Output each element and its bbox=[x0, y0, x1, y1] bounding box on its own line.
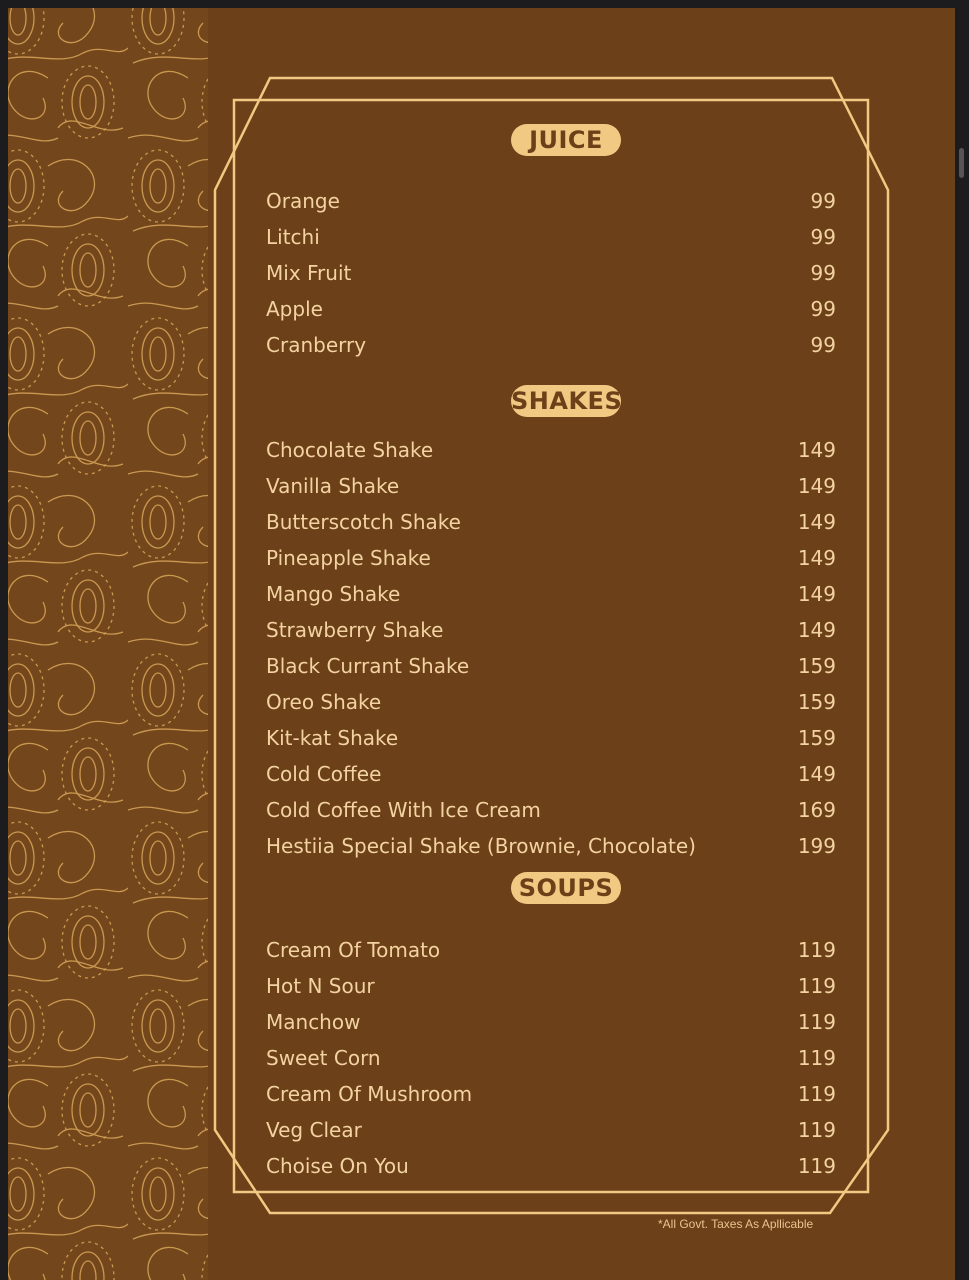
item-price: 149 bbox=[797, 510, 836, 534]
menu-item: Cream Of Tomato 119 bbox=[266, 935, 836, 965]
item-price: 119 bbox=[797, 1154, 836, 1178]
item-price: 169 bbox=[797, 798, 836, 822]
item-price: 149 bbox=[797, 474, 836, 498]
item-price: 99 bbox=[810, 225, 836, 249]
item-name: Hestiia Special Shake (Brownie, Chocolat… bbox=[266, 834, 696, 858]
menu-item: Mango Shake 149 bbox=[266, 579, 836, 609]
tax-note: *All Govt. Taxes As Apllicable bbox=[658, 1217, 814, 1231]
scrollbar-thumb[interactable] bbox=[959, 148, 964, 178]
menu-item: Butterscotch Shake 149 bbox=[266, 507, 836, 537]
menu-item: Cream Of Mushroom 119 bbox=[266, 1079, 836, 1109]
item-name: Oreo Shake bbox=[266, 690, 382, 714]
menu-item: Strawberry Shake 149 bbox=[266, 615, 836, 645]
item-name: Orange bbox=[266, 189, 340, 213]
section-heading-soups: SOUPS bbox=[511, 872, 621, 904]
menu-item: Apple 99 bbox=[266, 294, 836, 324]
item-price: 99 bbox=[810, 333, 836, 357]
item-name: Black Currant Shake bbox=[266, 654, 470, 678]
menu-item: Cold Coffee 149 bbox=[266, 759, 836, 789]
item-name: Mango Shake bbox=[266, 582, 401, 606]
item-price: 149 bbox=[797, 762, 836, 786]
item-price: 119 bbox=[797, 1118, 836, 1142]
item-price: 119 bbox=[797, 1046, 836, 1070]
item-name: Cream Of Mushroom bbox=[266, 1082, 473, 1106]
menu-item: Chocolate Shake 149 bbox=[266, 435, 836, 465]
item-name: Mix Fruit bbox=[266, 261, 352, 285]
item-price: 119 bbox=[797, 974, 836, 998]
menu-page: JUICE SHAKES SOUPS Orange 99 Litchi 99 Mix F… bbox=[8, 8, 955, 1280]
menu-item: Hot N Sour 119 bbox=[266, 971, 836, 1001]
item-price: 159 bbox=[797, 690, 836, 714]
menu-item: Mix Fruit 99 bbox=[266, 258, 836, 288]
menu-item: Veg Clear 119 bbox=[266, 1115, 836, 1145]
item-price: 99 bbox=[810, 261, 836, 285]
menu-item: Choise On You 119 bbox=[266, 1151, 836, 1181]
menu-item: Kit-kat Shake 159 bbox=[266, 723, 836, 753]
item-price: 159 bbox=[797, 654, 836, 678]
item-price: 119 bbox=[797, 1082, 836, 1106]
item-name: Litchi bbox=[266, 225, 320, 249]
item-price: 149 bbox=[797, 438, 836, 462]
item-name: Veg Clear bbox=[266, 1118, 362, 1142]
menu-item: Vanilla Shake 149 bbox=[266, 471, 836, 501]
item-name: Hot N Sour bbox=[266, 974, 375, 998]
menu-item: Cranberry 99 bbox=[266, 330, 836, 360]
menu-item: Oreo Shake 159 bbox=[266, 687, 836, 717]
scrollbar[interactable] bbox=[955, 8, 969, 1280]
item-price: 149 bbox=[797, 618, 836, 642]
item-name: Manchow bbox=[266, 1010, 361, 1034]
item-name: Vanilla Shake bbox=[266, 474, 400, 498]
menu-item: Orange 99 bbox=[266, 186, 836, 216]
menu-frame bbox=[213, 76, 890, 1215]
menu-item: Pineapple Shake 149 bbox=[266, 543, 836, 573]
menu-item: Cold Coffee With Ice Cream 169 bbox=[266, 795, 836, 825]
item-name: Sweet Corn bbox=[266, 1046, 381, 1070]
item-name: Cold Coffee With Ice Cream bbox=[266, 798, 541, 822]
item-name: Butterscotch Shake bbox=[266, 510, 461, 534]
item-price: 149 bbox=[797, 582, 836, 606]
item-name: Pineapple Shake bbox=[266, 546, 431, 570]
item-name: Cranberry bbox=[266, 333, 367, 357]
section-heading-juice: JUICE bbox=[511, 124, 621, 156]
item-price: 199 bbox=[797, 834, 836, 858]
section-heading-shakes: SHAKES bbox=[511, 385, 623, 417]
ornamental-border bbox=[8, 8, 208, 1280]
item-price: 159 bbox=[797, 726, 836, 750]
item-price: 149 bbox=[797, 546, 836, 570]
item-name: Choise On You bbox=[266, 1154, 409, 1178]
menu-item: Manchow 119 bbox=[266, 1007, 836, 1037]
floral-pattern-icon bbox=[8, 8, 208, 1280]
item-name: Chocolate Shake bbox=[266, 438, 434, 462]
item-name: Cold Coffee bbox=[266, 762, 382, 786]
menu-item: Litchi 99 bbox=[266, 222, 836, 252]
item-price: 99 bbox=[810, 297, 836, 321]
menu-item: Sweet Corn 119 bbox=[266, 1043, 836, 1073]
item-name: Strawberry Shake bbox=[266, 618, 444, 642]
item-name: Kit-kat Shake bbox=[266, 726, 399, 750]
item-name: Apple bbox=[266, 297, 323, 321]
menu-item: Hestiia Special Shake (Brownie, Chocolat… bbox=[266, 831, 836, 861]
item-price: 119 bbox=[797, 1010, 836, 1034]
item-name: Cream Of Tomato bbox=[266, 938, 441, 962]
menu-item: Black Currant Shake 159 bbox=[266, 651, 836, 681]
item-price: 119 bbox=[797, 938, 836, 962]
item-price: 99 bbox=[810, 189, 836, 213]
